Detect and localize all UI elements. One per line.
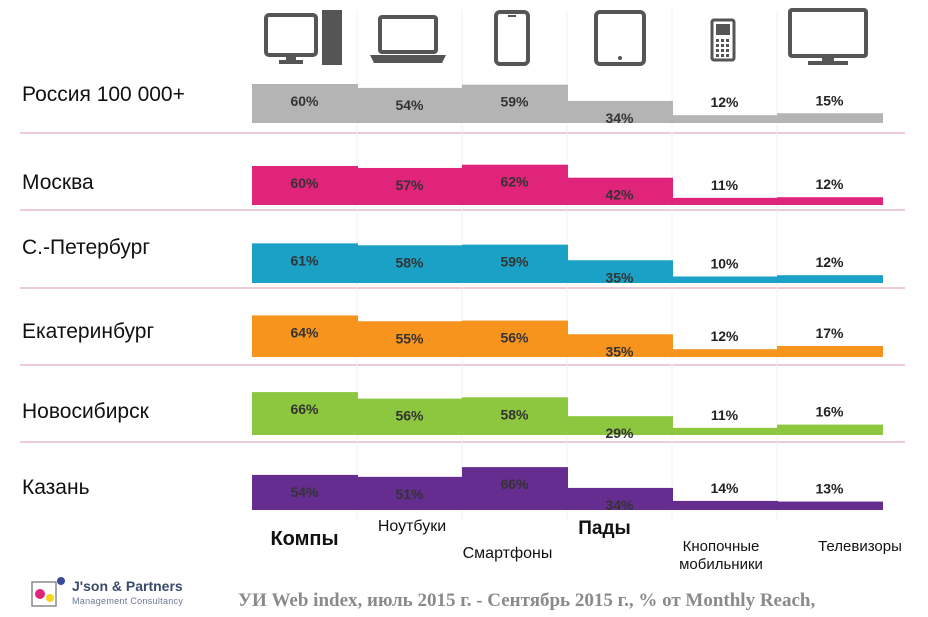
- bar: [777, 501, 883, 510]
- bar: [567, 487, 673, 510]
- logo: [30, 574, 230, 610]
- bar-value-label: 34%: [605, 497, 634, 513]
- bar: [252, 243, 358, 283]
- series-label: Москва: [22, 171, 94, 194]
- series-label: Екатеринбург: [22, 320, 155, 343]
- bar: [672, 115, 778, 123]
- feature-phone-icon: [710, 18, 736, 62]
- bar: [672, 276, 778, 283]
- bar-value-label: 35%: [605, 343, 634, 359]
- series-label: Казань: [22, 476, 90, 499]
- bar-value-label: 56%: [500, 330, 529, 346]
- tablet-icon: [594, 10, 646, 66]
- bar-value-label: 16%: [815, 404, 844, 420]
- bar-value-label: 10%: [710, 256, 739, 272]
- bar-value-label: 57%: [395, 177, 424, 193]
- desktop-computer-icon: [264, 10, 342, 65]
- bar: [357, 87, 463, 123]
- bar-value-label: 35%: [605, 269, 634, 285]
- bar: [462, 164, 568, 205]
- bar: [777, 197, 883, 205]
- category-label: Смартфоны: [462, 545, 553, 562]
- bar: [252, 392, 358, 435]
- category-label: Телевизоры: [818, 538, 902, 555]
- bar: [672, 197, 778, 205]
- bar-value-label: 29%: [605, 425, 634, 441]
- bar-value-label: 15%: [815, 92, 844, 108]
- bar: [462, 397, 568, 435]
- bar: [252, 166, 358, 205]
- bar: [672, 349, 778, 357]
- category-label: Ноутбуки: [377, 518, 447, 535]
- bar: [672, 500, 778, 510]
- bar: [567, 100, 673, 123]
- bar-value-label: 17%: [815, 325, 844, 341]
- bar-value-label: 66%: [500, 476, 529, 492]
- bar: [777, 113, 883, 123]
- bar-value-label: 13%: [815, 481, 844, 497]
- bar: [672, 427, 778, 435]
- series-label: Новосибирск: [22, 400, 149, 423]
- bar: [567, 334, 673, 357]
- bar-value-label: 62%: [500, 174, 529, 190]
- bar: [567, 416, 673, 435]
- bar: [252, 474, 358, 510]
- bar: [462, 320, 568, 357]
- tv-icon: [788, 8, 868, 65]
- bar-value-label: 66%: [290, 401, 319, 417]
- bar-value-label: 11%: [711, 407, 739, 423]
- bar: [357, 245, 463, 283]
- bar: [777, 275, 883, 283]
- series-label: Россия 100 000+: [22, 83, 185, 106]
- bar-value-label: 58%: [500, 406, 529, 422]
- bar: [357, 321, 463, 357]
- bar: [357, 167, 463, 205]
- bar: [777, 345, 883, 357]
- bar-value-label: 12%: [710, 328, 739, 344]
- bar-value-label: 60%: [290, 93, 319, 109]
- bar: [252, 315, 358, 357]
- bar: [462, 244, 568, 283]
- bar: [252, 84, 358, 123]
- smartphone-icon: [494, 10, 530, 66]
- bar-value-label: 11%: [711, 177, 739, 193]
- bar-value-label: 64%: [290, 324, 319, 340]
- bar: [567, 177, 673, 205]
- bar: [567, 260, 673, 283]
- bar-value-label: 59%: [500, 94, 529, 110]
- bar: [357, 398, 463, 435]
- bar-value-label: 60%: [290, 175, 319, 191]
- laptop-icon: [370, 15, 446, 63]
- bar: [462, 84, 568, 123]
- bar-value-label: 12%: [815, 176, 844, 192]
- bar-value-label: 42%: [605, 187, 634, 203]
- bar-value-label: 34%: [605, 110, 634, 126]
- logo-mark-icon: [31, 577, 65, 607]
- series-label: С.-Петербург: [22, 236, 150, 259]
- bar-value-label: 51%: [395, 486, 424, 502]
- bar: [777, 424, 883, 435]
- bar-value-label: 12%: [815, 254, 844, 270]
- bar-value-label: 54%: [395, 97, 424, 113]
- bar-value-label: 61%: [290, 252, 319, 268]
- source-note: УИ Web index, июль 2015 г. - Сентябрь 20…: [238, 590, 816, 611]
- bar: [462, 467, 568, 510]
- bar-value-label: 55%: [395, 330, 424, 346]
- category-label: Пады: [578, 518, 631, 539]
- bar-value-label: 14%: [710, 480, 739, 496]
- bar: [357, 476, 463, 510]
- bar-value-label: 58%: [395, 254, 424, 270]
- bar-value-label: 12%: [710, 94, 739, 110]
- category-label: Кнопочные мобильники: [679, 538, 763, 573]
- bar-value-label: 56%: [395, 408, 424, 424]
- bar-value-label: 59%: [500, 254, 529, 270]
- category-label: Компы: [270, 528, 339, 550]
- bar-value-label: 54%: [290, 484, 319, 500]
- logo-brand-sub: Management Consultancy: [72, 596, 184, 606]
- logo-brand: J'son & Partners: [72, 578, 183, 594]
